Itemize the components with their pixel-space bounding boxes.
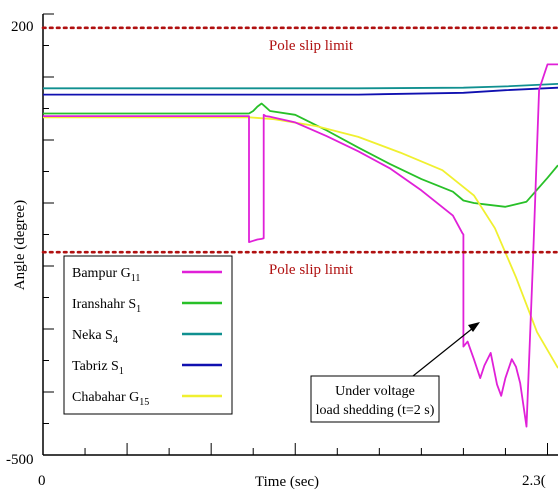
annotation-line-2: load shedding (t=2 s) (316, 403, 435, 418)
x-tick-label-start: 0 (38, 473, 46, 489)
axis-ticks (43, 13, 548, 456)
pole-slip-lines: Pole slip limit Pole slip limit (41, 26, 558, 278)
series-line-chabahar (43, 116, 558, 369)
legend-label-neka: Neka S4 (72, 328, 118, 346)
pole-slip-label-2: Pole slip limit (269, 262, 354, 278)
series-line-tabriz (43, 86, 558, 96)
y-tick-label-top: 200 (11, 19, 34, 35)
legend-label-chabahar: Chabahar G15 (72, 390, 149, 408)
x-tick-label-end: 2.3( (522, 473, 546, 489)
annotation-line-1: Under voltage (335, 384, 415, 399)
series-lines (43, 63, 558, 428)
legend-label-iranshahr: Iranshahr S1 (72, 297, 141, 315)
series-line-iranshahr (43, 102, 558, 208)
series-line-neka (43, 83, 558, 90)
legend: Bampur G11 Iranshahr S1 Neka S4 Tabriz S1 Ch… (63, 255, 233, 415)
legend-label-tabriz: Tabriz S1 (72, 359, 124, 377)
pole-slip-label-1: Pole slip limit (269, 38, 354, 54)
annotation-arrow (412, 323, 479, 377)
annotation-box (310, 375, 440, 423)
series-line-bampur (43, 63, 558, 428)
annotation-arrowhead (468, 322, 480, 332)
x-axis-label: Time (sec) (255, 474, 319, 490)
load-shedding-annotation: Under voltage load shedding (t=2 s) (310, 322, 480, 423)
y-tick-label-bottom: -500 (6, 452, 34, 468)
y-axis-label: Angle (degree) (12, 200, 28, 290)
legend-label-bampur: Bampur G11 (72, 266, 140, 284)
